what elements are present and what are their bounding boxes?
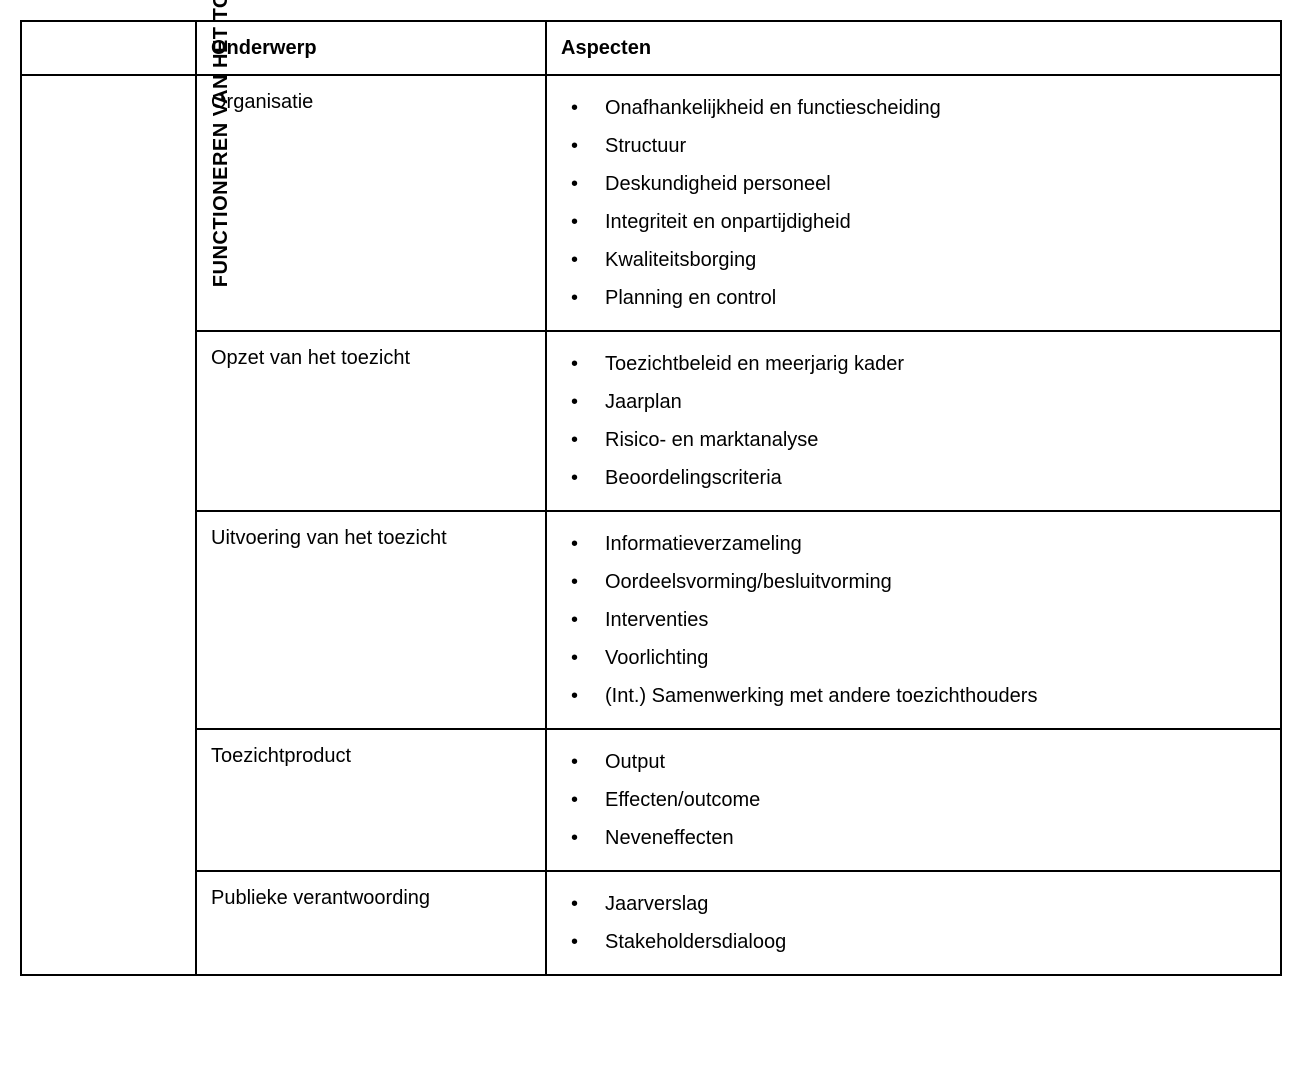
header-onderwerp: Onderwerp: [196, 21, 546, 75]
aspecten-cell: Jaarverslag Stakeholdersdialoog: [546, 871, 1281, 975]
onderwerp-cell: Organisatie: [196, 75, 546, 331]
list-item: Beoordelingscriteria: [561, 462, 1266, 494]
list-item: (Int.) Samenwerking met andere toezichth…: [561, 680, 1266, 712]
list-item: Output: [561, 746, 1266, 778]
aspects-list: Informatieverzameling Oordeelsvorming/be…: [561, 528, 1266, 712]
aspects-list: Jaarverslag Stakeholdersdialoog: [561, 888, 1266, 958]
onderwerp-cell: Publieke verantwoording: [196, 871, 546, 975]
list-item: Jaarverslag: [561, 888, 1266, 920]
aspects-list: Toezichtbeleid en meerjarig kader Jaarpl…: [561, 348, 1266, 494]
aspects-list: Output Effecten/outcome Neveneffecten: [561, 746, 1266, 854]
table-row: Publieke verantwoording Jaarverslag Stak…: [21, 871, 1281, 975]
aspecten-cell: Toezichtbeleid en meerjarig kader Jaarpl…: [546, 331, 1281, 511]
list-item: Voorlichting: [561, 642, 1266, 674]
list-item: Neveneffecten: [561, 822, 1266, 854]
onderwerp-cell: Uitvoering van het toezicht: [196, 511, 546, 729]
list-item: Risico- en marktanalyse: [561, 424, 1266, 456]
table-row: FUNCTIONEREN VAN HET TOEZICHT Organisati…: [21, 75, 1281, 331]
list-item: Jaarplan: [561, 386, 1266, 418]
list-item: Kwaliteitsborging: [561, 244, 1266, 276]
onderwerp-cell: Opzet van het toezicht: [196, 331, 546, 511]
spanner-label: FUNCTIONEREN VAN HET TOEZICHT: [205, 0, 237, 287]
aspects-list: Onafhankelijkheid en functiescheiding St…: [561, 92, 1266, 314]
table-row: Opzet van het toezicht Toezichtbeleid en…: [21, 331, 1281, 511]
list-item: Planning en control: [561, 282, 1266, 314]
aspecten-cell: Output Effecten/outcome Neveneffecten: [546, 729, 1281, 871]
spanner-cell: FUNCTIONEREN VAN HET TOEZICHT: [21, 75, 196, 975]
table-row: Toezichtproduct Output Effecten/outcome …: [21, 729, 1281, 871]
list-item: Effecten/outcome: [561, 784, 1266, 816]
list-item: Informatieverzameling: [561, 528, 1266, 560]
list-item: Onafhankelijkheid en functiescheiding: [561, 92, 1266, 124]
table-row: Uitvoering van het toezicht Informatieve…: [21, 511, 1281, 729]
onderwerp-cell: Toezichtproduct: [196, 729, 546, 871]
aspecten-cell: Onafhankelijkheid en functiescheiding St…: [546, 75, 1281, 331]
list-item: Structuur: [561, 130, 1266, 162]
list-item: Integriteit en onpartijdigheid: [561, 206, 1266, 238]
header-blank: [21, 21, 196, 75]
header-aspecten: Aspecten: [546, 21, 1281, 75]
aspecten-cell: Informatieverzameling Oordeelsvorming/be…: [546, 511, 1281, 729]
list-item: Deskundigheid personeel: [561, 168, 1266, 200]
list-item: Interventies: [561, 604, 1266, 636]
toezicht-table: Onderwerp Aspecten FUNCTIONEREN VAN HET …: [20, 20, 1282, 976]
list-item: Toezichtbeleid en meerjarig kader: [561, 348, 1266, 380]
list-item: Oordeelsvorming/besluitvorming: [561, 566, 1266, 598]
list-item: Stakeholdersdialoog: [561, 926, 1266, 958]
